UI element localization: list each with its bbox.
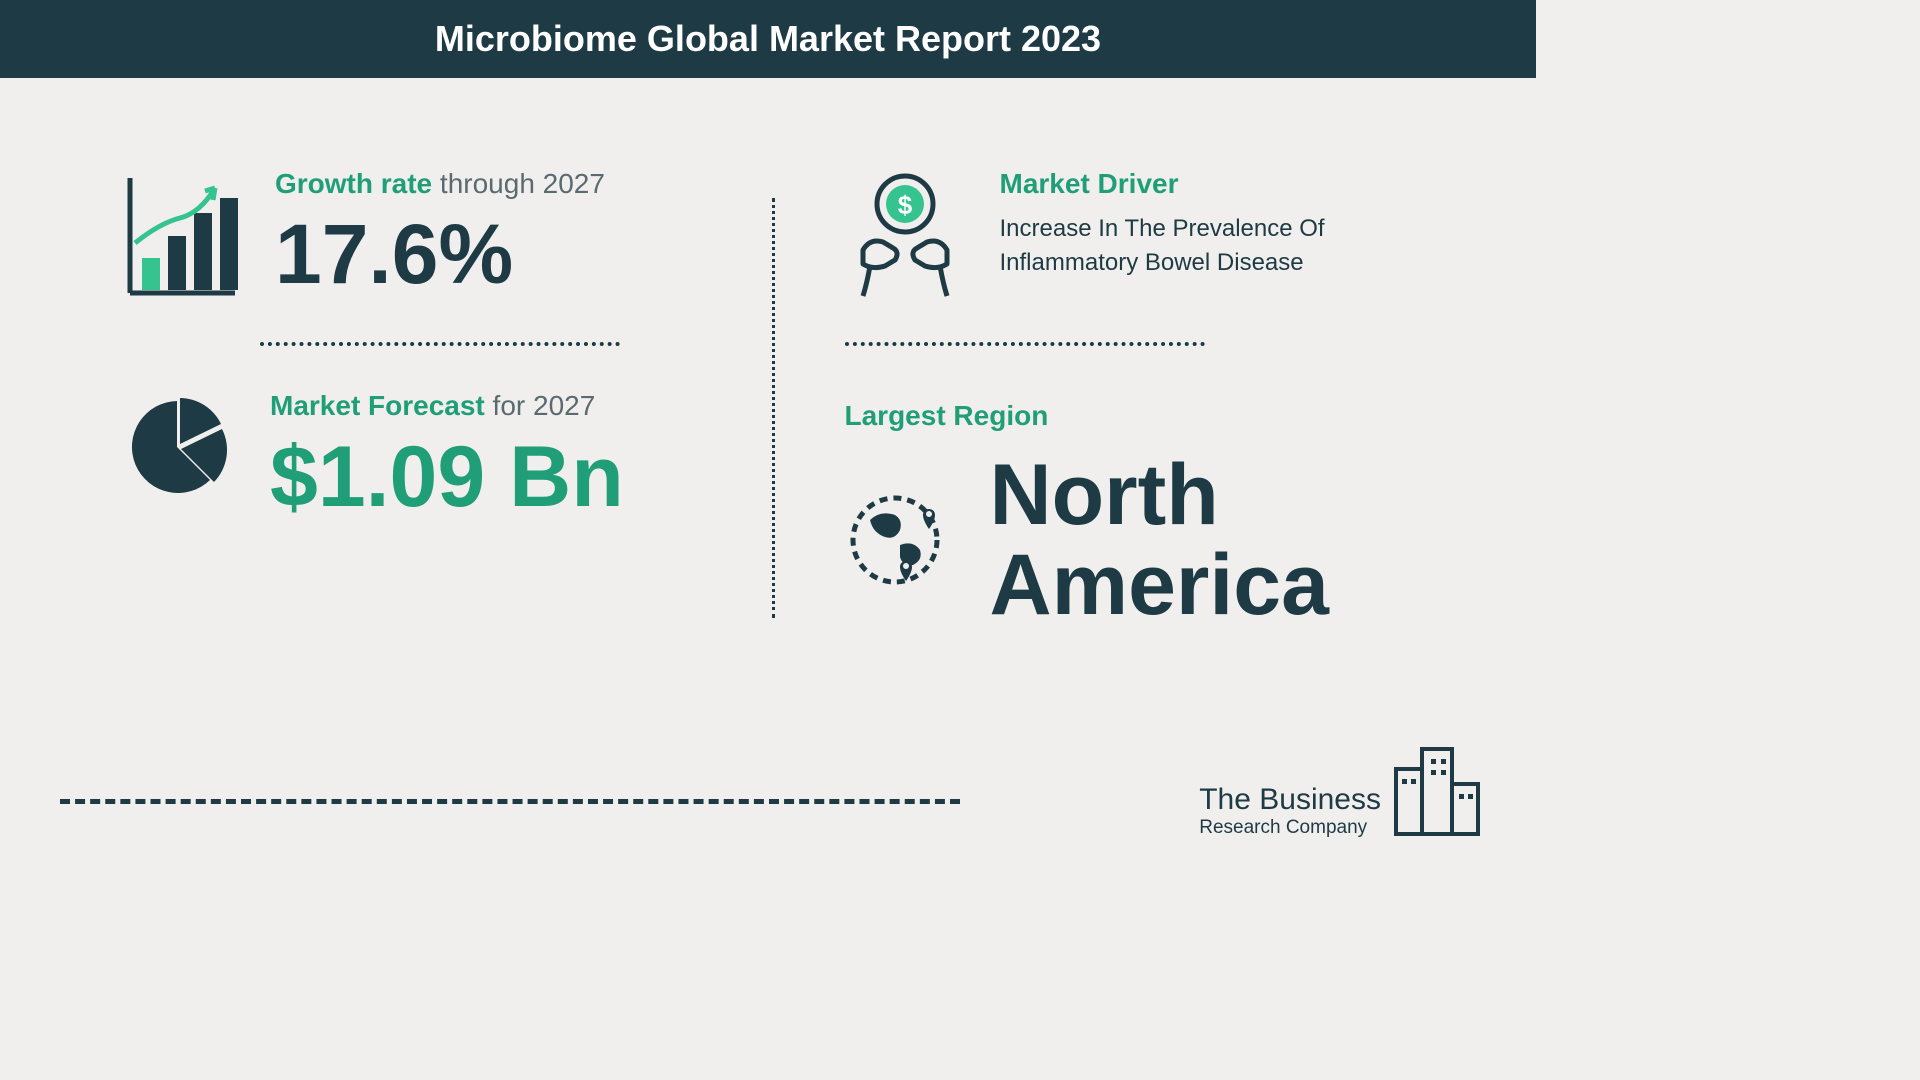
growth-text: Growth rate through 2027 17.6% — [275, 168, 732, 296]
company-logo: The Business Research Company — [1199, 734, 1486, 839]
globe-pin-icon — [845, 483, 955, 598]
right-column: $ Market Driver Increase In The Prevalen… — [815, 168, 1457, 631]
forecast-label-strong: Market Forecast — [270, 390, 485, 421]
header-bar: Microbiome Global Market Report 2023 — [0, 0, 1536, 78]
bottom-dashed-line — [60, 799, 960, 804]
forecast-label: Market Forecast for 2027 — [270, 390, 732, 422]
logo-line-1: The Business — [1199, 783, 1381, 818]
region-value: North America — [990, 450, 1457, 631]
horizontal-divider-right — [845, 342, 1205, 346]
driver-text-box: Market Driver Increase In The Prevalence… — [1000, 168, 1457, 279]
left-column: Growth rate through 2027 17.6% Market Fo… — [120, 168, 732, 631]
region-label-strong: Largest Region — [845, 400, 1049, 431]
region-label: Largest Region — [845, 400, 1457, 432]
growth-label-suffix: through 2027 — [432, 168, 605, 199]
growth-section: Growth rate through 2027 17.6% — [120, 168, 732, 298]
driver-description: Increase In The Prevalence Of Inflammato… — [1000, 212, 1457, 279]
forecast-label-suffix: for 2027 — [485, 390, 596, 421]
growth-label: Growth rate through 2027 — [275, 168, 732, 200]
page-title: Microbiome Global Market Report 2023 — [0, 18, 1536, 60]
svg-text:$: $ — [897, 190, 912, 220]
growth-chart-icon — [120, 168, 240, 298]
forecast-text: Market Forecast for 2027 $1.09 Bn — [270, 390, 732, 520]
buildings-icon — [1391, 734, 1486, 839]
horizontal-divider-left — [260, 342, 620, 346]
forecast-section: Market Forecast for 2027 $1.09 Bn — [120, 390, 732, 520]
hands-coin-icon: $ — [845, 168, 965, 298]
logo-line-2: Research Company — [1199, 817, 1381, 839]
driver-label-strong: Market Driver — [1000, 168, 1179, 199]
forecast-value: $1.09 Bn — [270, 434, 732, 520]
content-area: Growth rate through 2027 17.6% Market Fo… — [0, 78, 1536, 671]
pie-chart-icon — [120, 390, 235, 505]
logo-text: The Business Research Company — [1199, 783, 1381, 839]
region-section: North America — [845, 450, 1457, 631]
growth-label-strong: Growth rate — [275, 168, 432, 199]
driver-section: $ Market Driver Increase In The Prevalen… — [845, 168, 1457, 298]
region-section-wrapper: Largest Region North America — [845, 400, 1457, 631]
growth-value: 17.6% — [275, 212, 732, 296]
driver-label: Market Driver — [1000, 168, 1457, 200]
vertical-divider — [772, 198, 775, 618]
